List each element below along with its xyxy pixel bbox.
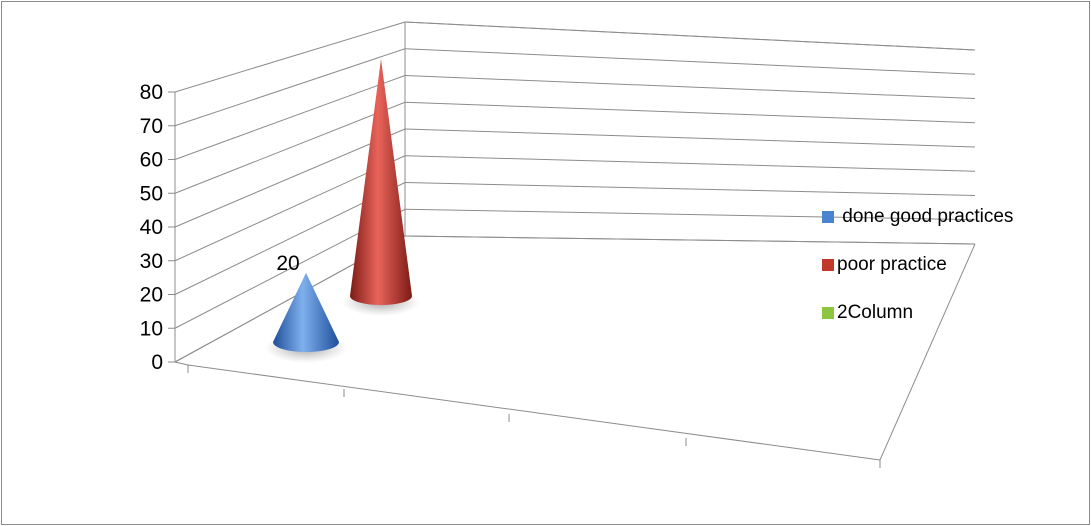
floor-edge	[174, 361, 189, 366]
gridline-back	[404, 128, 976, 148]
y-axis-ticks: 0 10 20 30 40 50 60 70 80	[140, 81, 175, 374]
gridlines	[174, 21, 976, 363]
legend-swatch-red	[822, 259, 834, 271]
y-tick-label: 0	[151, 351, 163, 374]
y-tick-label: 70	[140, 115, 163, 138]
cone-done-good-practices	[273, 272, 339, 352]
legend-item: poor practice	[822, 253, 1013, 277]
data-labels: 20	[276, 252, 299, 275]
gridline-back	[404, 208, 976, 221]
y-tick-label: 40	[140, 216, 163, 239]
gridline-side	[174, 101, 406, 194]
legend-label: done good practices	[837, 206, 1014, 227]
legend-item: 2Column	[822, 301, 1013, 325]
gridline-back	[404, 155, 976, 172]
floor-edge	[879, 243, 976, 461]
y-tick-label: 10	[140, 317, 163, 340]
gridline-side	[174, 48, 406, 127]
gridline-side	[174, 21, 406, 93]
legend-swatch-blue	[822, 211, 834, 223]
gridline-back	[404, 21, 976, 51]
gridline-side	[174, 75, 406, 160]
legend-item: done good practices	[822, 205, 1013, 229]
x-axis-line	[187, 364, 881, 461]
gridline-side	[174, 128, 406, 228]
gridline-back	[404, 101, 976, 124]
gridline-back	[404, 48, 976, 75]
legend-label: poor practice	[837, 254, 947, 275]
data-label-done-good-practices: 20	[276, 252, 299, 275]
gridline-back	[404, 235, 976, 245]
y-tick-label: 20	[140, 284, 163, 307]
legend-label: 2Column	[837, 302, 914, 323]
y-tick-label: 80	[140, 81, 163, 104]
chart-walls	[174, 22, 976, 468]
y-tick-label: 30	[140, 250, 163, 273]
gridline-back	[404, 75, 976, 99]
chart-marks	[265, 58, 420, 363]
gridline-back	[404, 182, 976, 196]
legend: done good practices poor practice 2Colum…	[822, 205, 1013, 349]
y-tick-label: 60	[140, 149, 163, 172]
legend-swatch-green	[822, 307, 834, 319]
y-tick-label: 50	[140, 182, 163, 205]
cone-poor-practice	[350, 58, 412, 305]
